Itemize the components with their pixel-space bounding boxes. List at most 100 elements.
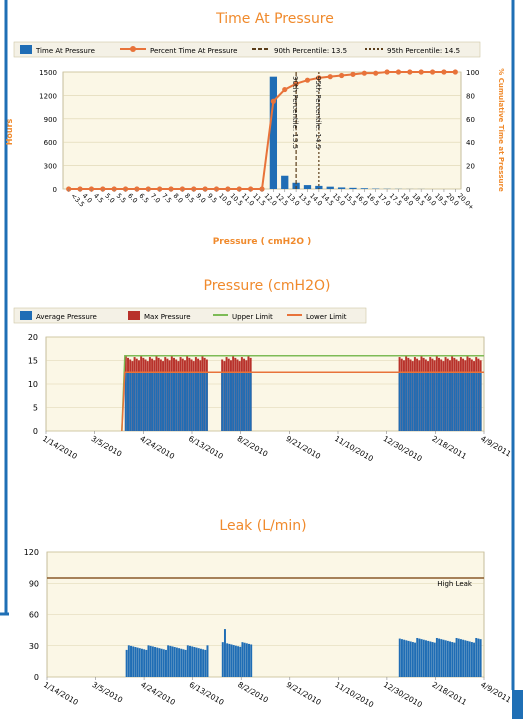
chart2-avg-bar: [466, 372, 468, 431]
chart3-leak-bar: [237, 646, 239, 677]
chart3-leak-bar: [447, 641, 449, 677]
chart2-avg-bar: [136, 372, 138, 431]
chart1-percent-point: [328, 74, 333, 79]
chart3-y-tick-label: 120: [24, 548, 39, 557]
chart2-avg-bar: [142, 372, 144, 431]
chart3-leak-bar: [167, 645, 169, 677]
chart3-x-tick-label: 12/30/2010: [382, 680, 424, 710]
chart1-title: Time At Pressure: [215, 11, 334, 27]
chart2-x-tick-label: 4/9/2011: [479, 434, 513, 459]
chart2-avg-bar: [243, 372, 245, 431]
chart2-avg-bar: [169, 372, 171, 431]
chart1-percent-point: [453, 69, 458, 74]
chart2-avg-bar: [429, 372, 431, 431]
chart3-y-tick-label: 90: [29, 579, 39, 588]
chart3-leak-bar: [462, 640, 464, 677]
chart2-avg-bar: [431, 372, 433, 431]
chart3-leak-bar: [191, 646, 193, 677]
chart3-leak-bar: [150, 646, 152, 677]
chart3-leak-bar: [244, 643, 246, 677]
chart2-avg-bar: [140, 372, 142, 431]
chart2-avg-bar: [445, 372, 447, 431]
chart2-avg-bar: [182, 372, 184, 431]
chart3-x-tick-label: 9/21/2010: [285, 680, 323, 707]
chart3-leak-bar: [469, 641, 471, 677]
chart1-percent-point: [350, 72, 355, 77]
chart2-avg-bar: [401, 372, 403, 431]
high-leak-label: High Leak: [437, 580, 473, 588]
chart2-avg-bar: [480, 372, 482, 431]
chart2-avg-bar: [460, 372, 462, 431]
chart2-avg-bar: [451, 372, 453, 431]
chart3-leak-bar: [145, 650, 147, 677]
chart2-avg-bar: [226, 372, 228, 431]
chart2-x-tick-label: 9/21/2010: [284, 434, 322, 461]
chart1-percent-point: [407, 69, 412, 74]
chart3-leak-bar: [421, 639, 423, 677]
chart2-avg-bar: [399, 372, 401, 431]
chart2-avg-bar: [149, 372, 151, 431]
chart2-avg-bar: [412, 372, 414, 431]
chart3-leak-bar: [427, 641, 429, 677]
chart2-avg-bar: [195, 372, 197, 431]
chart2-avg-bar: [156, 372, 158, 431]
chart2-avg-bar: [191, 372, 193, 431]
chart1-bar: [270, 77, 277, 189]
chart1-x-tick-label: 4.5: [92, 192, 105, 205]
chart3-leak-bar: [126, 650, 128, 677]
chart3-leak-bar: [139, 648, 141, 677]
chart2-avg-bar: [471, 372, 473, 431]
chart2-avg-bar: [414, 372, 416, 431]
chart3-leak-bar: [132, 646, 134, 677]
chart1-percent-point: [271, 99, 276, 104]
chart3-x-tick-label: 6/13/2010: [188, 680, 226, 707]
chart1-y-tick-label: 0: [53, 186, 57, 194]
chart3-title: Leak (L/min): [219, 518, 306, 534]
chart3-x-tick-label: 4/24/2010: [139, 680, 177, 707]
chart2-title: Pressure (cmH2O): [204, 278, 331, 294]
chart1-bar: [327, 187, 334, 189]
chart2-avg-bar: [127, 372, 129, 431]
chart1-x-tick-label: 5.5: [115, 192, 128, 205]
chart3-leak-bar: [445, 640, 447, 677]
chart1-y2-tick-label: 20: [466, 163, 475, 171]
chart2-avg-bar: [456, 372, 458, 431]
chart2-avg-bar: [138, 372, 140, 431]
chart2-avg-bar: [241, 372, 243, 431]
chart3-leak-bar: [464, 640, 466, 677]
legend-label-p95: 95th Percentile: 14.5: [387, 47, 460, 55]
chart1-y-axis-label: Hours: [5, 118, 14, 145]
chart3-x-tick-label: 1/14/2010: [42, 680, 80, 707]
chart2-avg-bar: [201, 372, 203, 431]
chart1-bar: [361, 188, 368, 189]
chart2-x-tick-label: 2/18/2011: [430, 434, 468, 461]
chart3-leak-bar: [228, 644, 230, 677]
chart3-leak-bar: [143, 649, 145, 677]
chart3-leak-bar: [425, 640, 427, 677]
chart1-y-tick-label: 1500: [39, 69, 57, 77]
chart2-y-tick-label: 10: [28, 380, 38, 389]
chart2-avg-bar: [164, 372, 166, 431]
chart3-leak-bar: [185, 650, 187, 677]
chart2-x-tick-label: 3/5/2010: [90, 434, 124, 459]
chart2-avg-bar: [166, 372, 168, 431]
chart3-leak-bar: [451, 642, 453, 677]
chart2-avg-bar: [186, 372, 188, 431]
chart3-leak-bar: [231, 644, 233, 677]
chart1-y-tick-label: 300: [44, 163, 57, 171]
chart3-leak-bar: [480, 639, 482, 677]
chart2-avg-bar: [407, 372, 409, 431]
chart2-avg-bar: [416, 372, 418, 431]
chart1-plot-area: [63, 72, 461, 189]
chart2-avg-bar: [447, 372, 449, 431]
chart3-leak-bar: [163, 649, 165, 677]
chart3-leak-bar: [204, 650, 206, 677]
chart1-x-tick-label: 5.0: [103, 192, 116, 205]
chart3-leak-bar: [403, 640, 405, 677]
chart3-leak-bar: [202, 649, 204, 677]
chart2-avg-bar: [464, 372, 466, 431]
chart3-leak-bar: [233, 645, 235, 677]
chart1-y2-tick-label: 80: [466, 92, 475, 100]
chart3-leak-bar: [198, 648, 200, 677]
chart2-avg-bar: [418, 372, 420, 431]
